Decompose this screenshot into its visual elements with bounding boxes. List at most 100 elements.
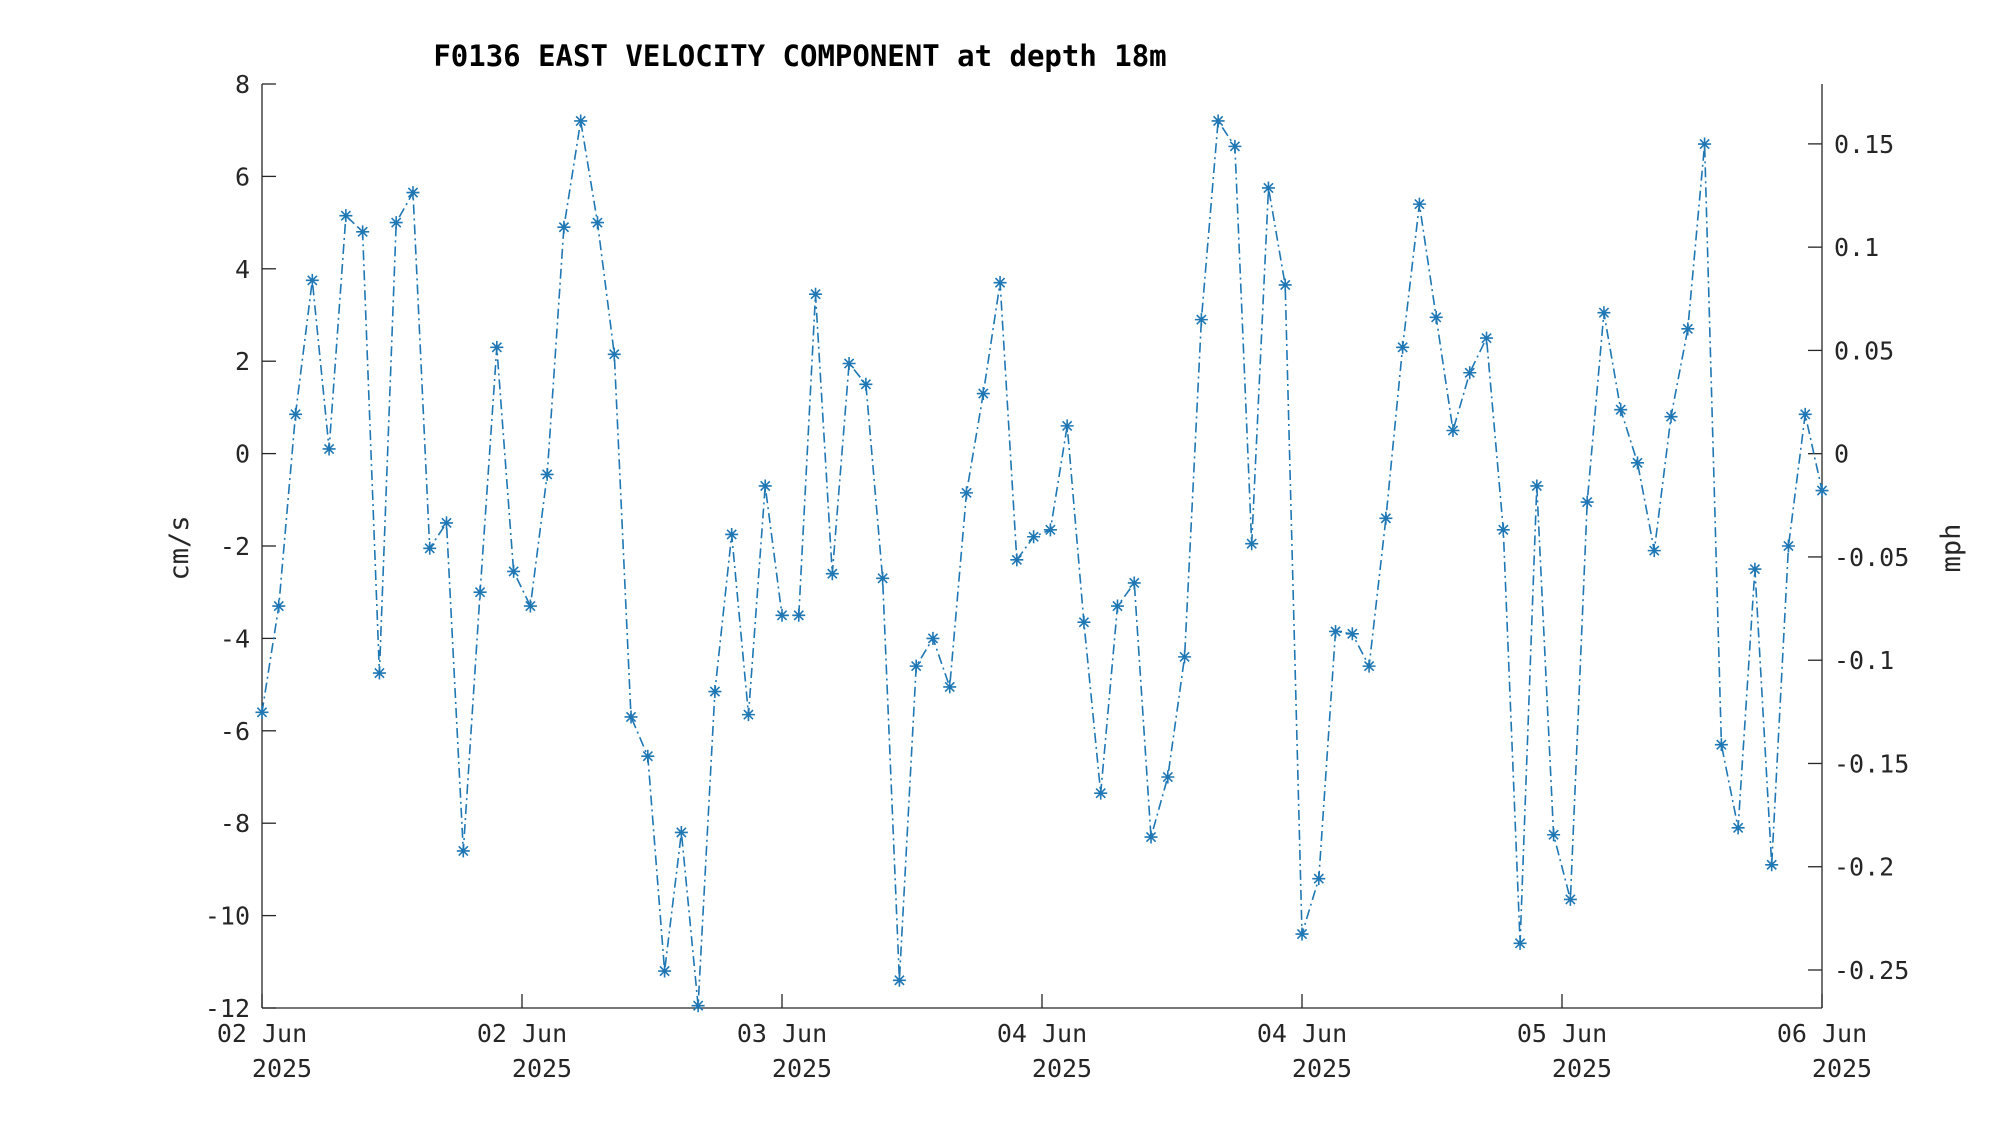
data-point-marker (892, 973, 906, 987)
data-point-marker (1010, 553, 1024, 567)
data-point-marker (1161, 770, 1175, 784)
right-y-tick-label: 0.15 (1834, 130, 1894, 159)
left-y-axis-label: cm/s (164, 515, 195, 580)
data-point-marker (1781, 539, 1795, 553)
data-point-marker (1446, 424, 1460, 437)
data-point-marker (1647, 544, 1661, 558)
data-point-marker (473, 585, 487, 599)
data-point-marker (389, 216, 403, 230)
data-point-marker (372, 666, 386, 680)
data-point-marker (1580, 495, 1594, 509)
left-y-tick-label: -6 (220, 717, 250, 746)
left-y-tick-label: 6 (235, 162, 250, 191)
data-point-marker (758, 479, 772, 493)
data-point-marker (1211, 114, 1225, 128)
data-point-marker (1077, 615, 1091, 629)
data-point-marker (507, 564, 521, 578)
data-point-marker (607, 347, 621, 361)
data-point-marker (1563, 892, 1577, 906)
data-point-marker (356, 225, 370, 239)
data-point-marker (1194, 313, 1208, 327)
right-y-tick-label: 0.05 (1834, 336, 1894, 365)
data-point-marker (943, 680, 957, 694)
data-point-marker (1379, 511, 1393, 525)
data-point-marker (725, 527, 739, 541)
data-point-marker (574, 114, 588, 128)
data-point-marker (423, 541, 437, 555)
chart-title: F0136 EAST VELOCITY COMPONENT at depth 1… (433, 39, 1166, 73)
data-point-marker (909, 659, 923, 673)
x-tick-label-year: 2025 (1032, 1054, 1092, 1083)
data-point-marker (641, 749, 655, 763)
data-point-marker (1329, 624, 1343, 638)
plot-axes (261, 84, 1823, 1009)
x-tick-label-date: 03 Jun (737, 1019, 827, 1048)
data-point-marker (1278, 278, 1292, 292)
data-point-marker (1094, 786, 1108, 800)
data-point-marker (809, 287, 823, 301)
data-point-marker (993, 276, 1007, 290)
right-y-axis-label: mph (1936, 524, 1967, 573)
data-point-marker (1513, 936, 1527, 950)
data-point-marker (624, 710, 638, 724)
left-y-tick-label: -8 (220, 809, 250, 838)
right-y-tick-label: 0.1 (1834, 233, 1879, 262)
data-point-marker (289, 407, 303, 421)
data-point-marker (1698, 137, 1712, 151)
data-point-marker (1681, 322, 1695, 336)
data-point-marker (1127, 576, 1141, 590)
left-y-tick-label: 2 (235, 347, 250, 376)
data-point-marker (456, 844, 470, 858)
data-point-marker (1614, 403, 1628, 417)
data-point-marker (1178, 650, 1192, 664)
data-point-marker (775, 608, 789, 622)
data-point-marker (842, 357, 856, 371)
data-point-marker (1312, 872, 1326, 886)
data-point-marker (540, 467, 554, 481)
data-point-marker (926, 631, 940, 645)
x-tick-label-year: 2025 (1552, 1054, 1612, 1083)
data-point-marker (590, 216, 604, 230)
data-point-marker (1630, 456, 1644, 470)
x-tick-label-year: 2025 (512, 1054, 572, 1083)
data-point-marker (1245, 537, 1259, 551)
left-y-axis-ticks: 8 6 4 2 0 -2 -4 -6 -8 -10 -12 (205, 70, 276, 1023)
x-tick-label-date: 02 Jun (217, 1019, 307, 1048)
x-tick-label-year: 2025 (1812, 1054, 1872, 1083)
data-point-marker (792, 608, 806, 622)
data-point-marker (1530, 479, 1544, 493)
x-tick-label-year: 2025 (1292, 1054, 1352, 1083)
left-y-tick-label: 4 (235, 255, 250, 284)
left-y-tick-label: -12 (205, 994, 250, 1023)
data-point-marker (1144, 830, 1158, 844)
left-y-tick-label: 0 (235, 440, 250, 469)
left-y-tick-label: 8 (235, 70, 250, 99)
data-point-marker (1261, 181, 1275, 195)
x-tick-label-date: 02 Jun (477, 1019, 567, 1048)
left-y-tick-label: -10 (205, 902, 250, 931)
data-point-marker (976, 387, 990, 401)
data-point-marker (1396, 340, 1410, 354)
right-y-tick-label: -0.15 (1834, 749, 1909, 778)
data-point-marker (1597, 306, 1611, 320)
data-point-marker (406, 186, 420, 200)
data-point-marker (1731, 821, 1745, 835)
data-point-marker (859, 377, 873, 391)
right-y-tick-label: 0 (1834, 440, 1849, 469)
velocity-series-line (261, 118, 1823, 1006)
velocity-series-markers (255, 114, 1829, 1013)
data-point-marker (825, 567, 839, 581)
x-tick-label-date: 06 Jun (1777, 1019, 1867, 1048)
data-point-marker (305, 273, 319, 287)
data-point-marker (1765, 858, 1779, 872)
data-point-marker (1412, 197, 1426, 211)
data-point-marker (960, 486, 974, 500)
data-point-marker (1748, 562, 1762, 576)
data-point-marker (523, 599, 537, 613)
data-point-marker (440, 516, 454, 530)
data-point-marker (1815, 484, 1829, 498)
x-tick-label-date: 04 Jun (1257, 1019, 1347, 1048)
x-tick-label-year: 2025 (252, 1054, 312, 1083)
data-point-marker (658, 964, 672, 978)
data-point-marker (1547, 828, 1561, 842)
